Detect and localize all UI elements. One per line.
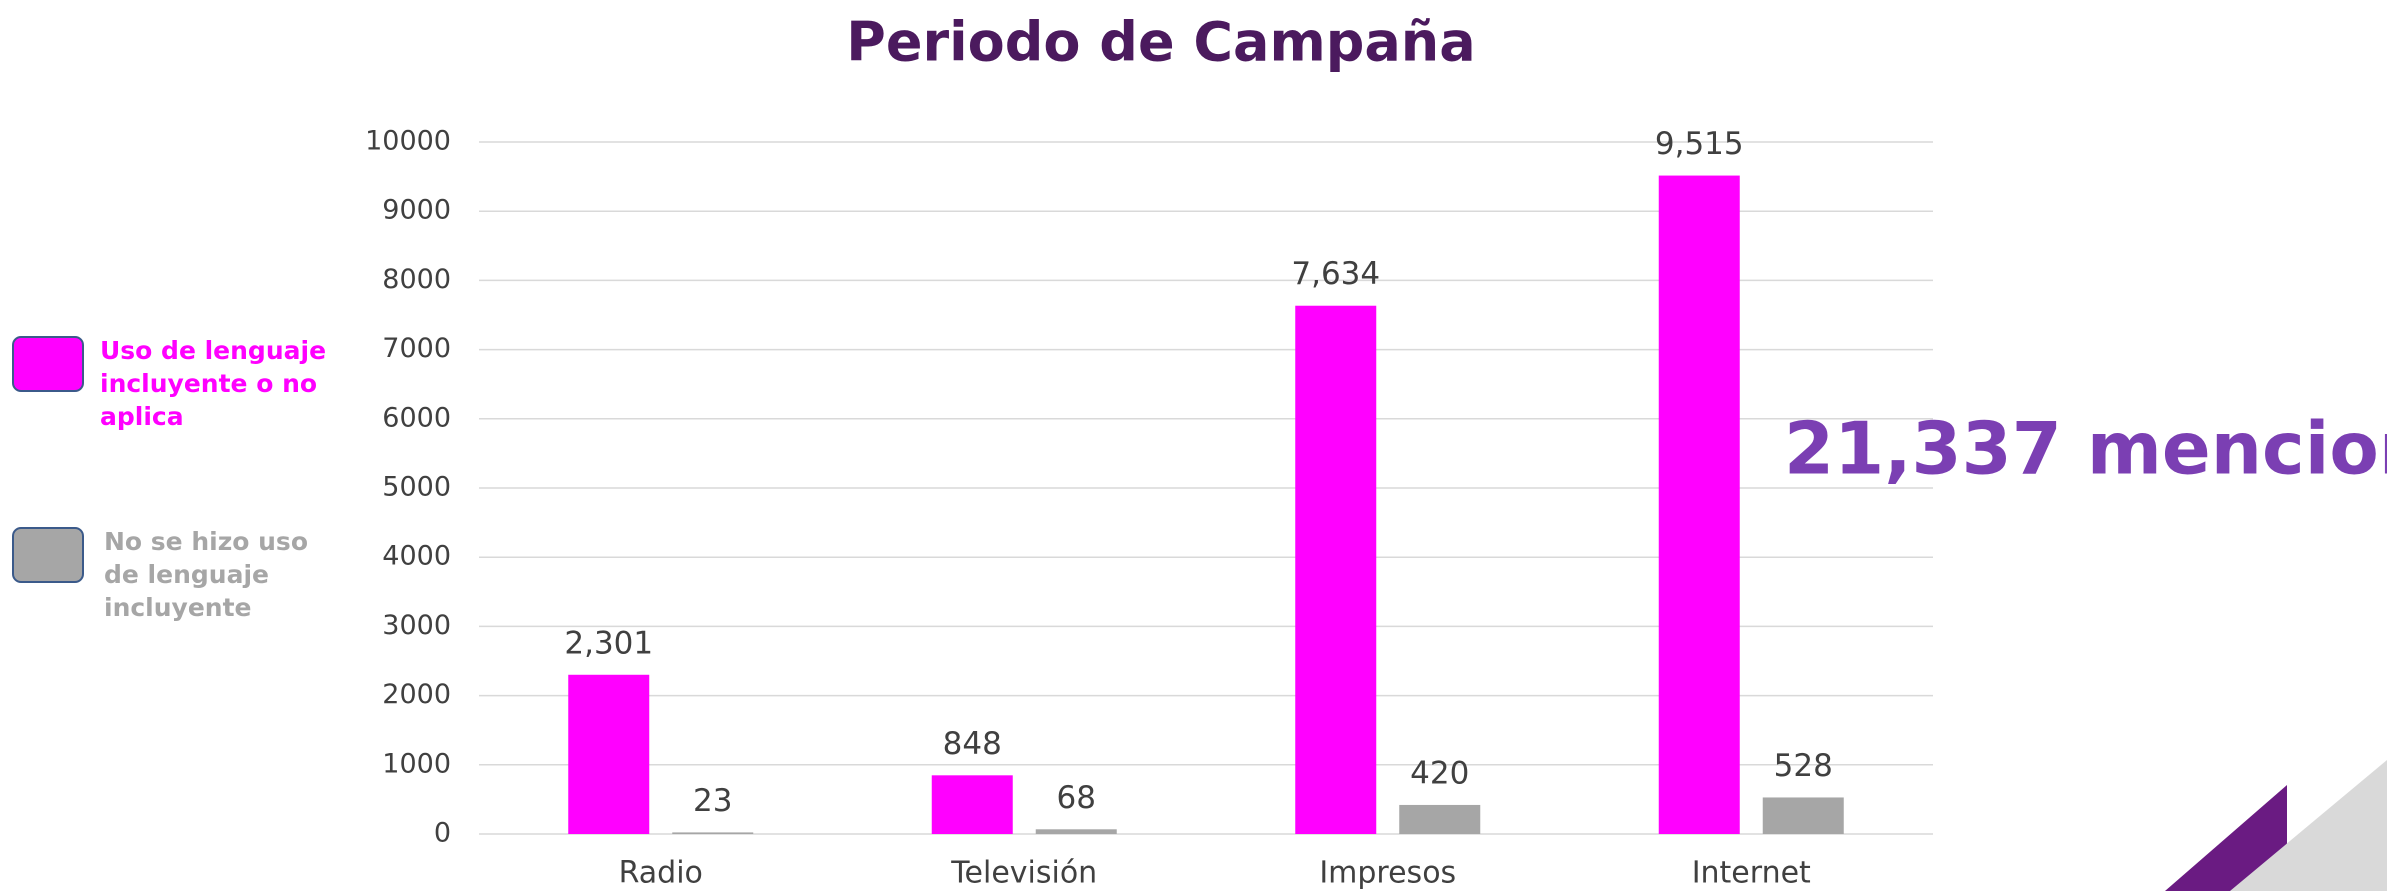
y-tick-label: 8000 bbox=[382, 264, 451, 295]
y-tick-label: 6000 bbox=[382, 402, 451, 433]
y-tick-label: 0 bbox=[434, 818, 451, 849]
y-tick-label: 3000 bbox=[382, 610, 451, 641]
corner-decoration bbox=[2165, 785, 2287, 891]
data-label: 68 bbox=[1057, 780, 1096, 816]
bar bbox=[931, 775, 1013, 834]
data-label: 848 bbox=[943, 726, 1002, 762]
bar bbox=[1035, 829, 1117, 834]
data-label: 7,634 bbox=[1291, 256, 1380, 292]
chart-title: Periodo de Campaña bbox=[846, 11, 1475, 74]
bar bbox=[1295, 305, 1377, 835]
bar bbox=[672, 832, 754, 834]
bar bbox=[568, 674, 650, 834]
x-tick-label: Impresos bbox=[1319, 856, 1456, 891]
y-tick-label: 4000 bbox=[382, 541, 451, 572]
corner-decoration bbox=[2230, 760, 2387, 891]
legend-swatch bbox=[12, 527, 84, 583]
y-tick-label: 2000 bbox=[382, 679, 451, 710]
y-tick-label: 7000 bbox=[382, 333, 451, 364]
y-tick-label: 9000 bbox=[382, 195, 451, 226]
y-tick-label: 5000 bbox=[382, 472, 451, 503]
data-label: 23 bbox=[693, 783, 732, 819]
legend-label: No se hizo uso de lenguaje incluyente bbox=[104, 527, 308, 622]
data-label: 9,515 bbox=[1655, 126, 1744, 162]
y-tick-label: 10000 bbox=[365, 126, 451, 157]
data-label: 420 bbox=[1410, 755, 1469, 791]
bar bbox=[1658, 175, 1740, 834]
data-label: 528 bbox=[1774, 748, 1833, 784]
x-tick-label: Radio bbox=[619, 856, 703, 891]
legend-label: Uso de lenguaje incluyente o no aplica bbox=[100, 336, 327, 431]
bar bbox=[1762, 797, 1844, 834]
data-label: 2,301 bbox=[564, 625, 653, 661]
y-tick-label: 1000 bbox=[382, 748, 451, 779]
x-tick-label: Internet bbox=[1692, 856, 1811, 891]
x-tick-label: Televisión bbox=[950, 856, 1097, 891]
bar bbox=[1399, 804, 1481, 834]
annotation: 21,337 menciones bbox=[1784, 407, 2387, 491]
legend-swatch bbox=[12, 336, 84, 392]
